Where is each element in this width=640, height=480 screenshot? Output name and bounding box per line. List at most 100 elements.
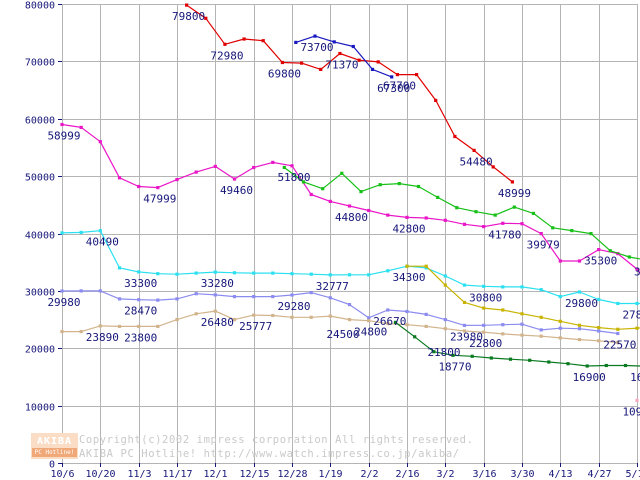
series-marker-olive-series — [462, 300, 467, 304]
data-label: 71370 — [325, 59, 358, 72]
series-marker-periwinkle-series — [597, 329, 601, 333]
series-marker-red-series — [415, 73, 419, 77]
series-marker-tan-series — [424, 324, 428, 328]
data-label: 54480 — [460, 155, 493, 168]
series-marker-magenta-series — [367, 208, 371, 213]
series-marker-tan-series — [156, 324, 160, 328]
series-marker-blue-series — [294, 40, 298, 44]
series-marker-periwinkle-series — [60, 289, 64, 293]
series-marker-red-series — [223, 42, 227, 46]
series-marker-tan-series — [462, 329, 467, 333]
series-marker-darkgreen-series — [470, 354, 474, 358]
series-marker-olive-series — [520, 312, 524, 316]
logo-top-text: AKIBA — [36, 435, 73, 447]
x-axis-tick-label: 5/18 — [625, 469, 640, 480]
series-marker-tan-series — [367, 319, 371, 323]
logo-bottom-text: PC Hotline! — [34, 449, 75, 456]
series-marker-tan-series — [558, 336, 562, 340]
series-line-darkgreen-series — [394, 321, 640, 367]
series-marker-periwinkle-series — [347, 303, 352, 307]
data-label: 29800 — [565, 297, 598, 310]
series-line-blue-series — [295, 35, 393, 78]
series-marker-cyan-series — [616, 301, 620, 306]
series-marker-cyan-series — [194, 271, 198, 275]
y-axis-tick-label: 20000 — [25, 345, 55, 356]
data-label: 22800 — [469, 337, 502, 350]
series-marker-periwinkle-series — [482, 323, 486, 327]
data-label: 51800 — [277, 171, 310, 184]
data-label: 28470 — [124, 305, 157, 318]
series-marker-periwinkle-series — [501, 323, 505, 327]
series-marker-tan-series — [290, 315, 294, 319]
series-line-green-series — [283, 166, 640, 260]
x-axis-tick-label: 3/2 — [436, 469, 454, 480]
data-label: 35300 — [634, 266, 640, 279]
series-marker-cyan-series — [520, 285, 524, 289]
series-marker-tan-series — [539, 334, 543, 338]
x-axis-tick-label: 2/2 — [360, 469, 378, 480]
y-axis-tick-label: 60000 — [25, 116, 55, 127]
data-label: 29280 — [277, 300, 310, 313]
series-marker-cyan-series — [60, 231, 64, 235]
series-marker-magenta-series — [117, 176, 122, 180]
series-marker-olive-series — [501, 308, 505, 312]
data-label: 44800 — [335, 211, 368, 224]
series-marker-tan-series — [577, 338, 582, 342]
series-marker-magenta-series — [60, 122, 64, 127]
series-marker-red-series — [338, 51, 342, 56]
series-marker-periwinkle-series — [520, 322, 524, 326]
series-marker-magenta-series — [309, 192, 313, 197]
series-marker-cyan-series — [577, 290, 582, 294]
series-marker-green-series — [436, 195, 440, 199]
series-marker-green-series — [359, 190, 363, 194]
series-marker-periwinkle-series — [252, 295, 256, 299]
series-marker-green-series — [378, 183, 382, 187]
x-axis-tick-label: 1/19 — [318, 469, 342, 480]
series-marker-tan-series — [213, 309, 217, 313]
series-marker-periwinkle-series — [367, 316, 371, 320]
x-axis-tick-label: 2/16 — [395, 469, 419, 480]
y-axis-tick-label: 30000 — [25, 288, 55, 299]
series-marker-tan-series — [443, 327, 447, 331]
data-label: 16900 — [573, 371, 606, 384]
series-marker-pink-point-series — [635, 398, 639, 403]
series-marker-olive-series — [405, 264, 409, 268]
data-label: 29980 — [47, 296, 80, 309]
series-marker-magenta-series — [98, 140, 102, 144]
series-marker-cyan-series — [290, 272, 294, 276]
series-marker-red-series — [395, 73, 399, 77]
series-marker-periwinkle-series — [443, 318, 447, 322]
series-marker-blue-series — [370, 67, 375, 71]
series-marker-cyan-series — [309, 272, 313, 276]
data-label: 72980 — [210, 49, 243, 62]
series-marker-green-series — [512, 205, 516, 209]
x-axis-tick-label: 4/27 — [587, 469, 611, 480]
series-marker-cyan-series — [367, 273, 371, 277]
x-axis-tick-label: 3/16 — [472, 469, 496, 480]
axis-ticks — [58, 4, 638, 467]
series-marker-cyan-series — [386, 269, 390, 273]
series-marker-cyan-series — [117, 266, 122, 270]
series-marker-darkgreen-series — [432, 350, 436, 354]
series-marker-cyan-series — [271, 271, 275, 275]
x-axis-tick-label: 3/30 — [510, 469, 534, 480]
data-label: 27800 — [622, 309, 640, 322]
series-marker-olive-series — [443, 283, 447, 287]
series-marker-periwinkle-series — [616, 331, 620, 336]
series-marker-cyan-series — [252, 271, 256, 275]
series-marker-tan-series — [232, 318, 237, 322]
series-marker-magenta-series — [252, 165, 256, 170]
series-marker-darkgreen-series — [604, 363, 608, 368]
series-marker-tan-series — [252, 313, 256, 317]
series-marker-red-series — [357, 58, 361, 62]
series-marker-tan-series — [482, 330, 486, 334]
series-marker-red-series — [280, 60, 284, 65]
data-label: 21800 — [427, 346, 460, 359]
series-marker-tan-series — [597, 339, 601, 343]
series-marker-tan-series — [194, 312, 198, 316]
grid-lines — [62, 4, 638, 464]
series-marker-magenta-series — [175, 178, 179, 182]
series-marker-blue-series — [351, 44, 355, 49]
series-marker-darkgreen-series — [393, 320, 398, 324]
